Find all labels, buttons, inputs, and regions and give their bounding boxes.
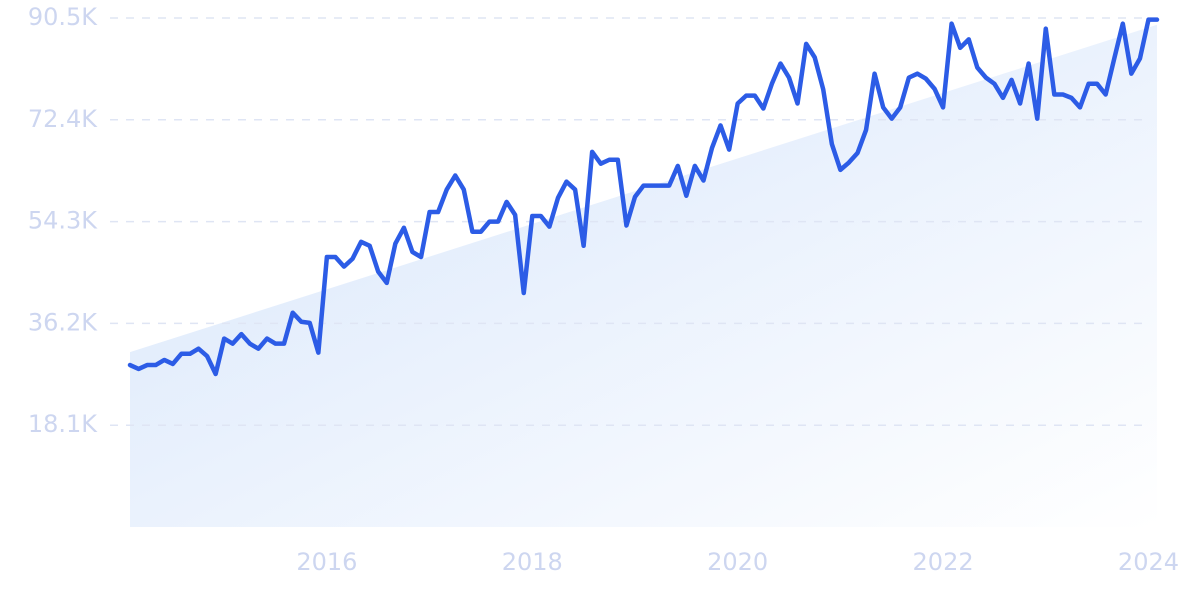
y-tick-label: 90.5K (28, 3, 98, 31)
x-tick-label: 2018 (502, 548, 563, 576)
line (127, 17, 1160, 377)
x-tick-label: 2022 (913, 548, 974, 576)
trend-area (130, 24, 1157, 527)
x-tick-label: 2020 (707, 548, 768, 576)
y-tick-label: 54.3K (28, 207, 98, 235)
x-tick-label: 2016 (296, 548, 357, 576)
y-tick-label: 36.2K (28, 308, 98, 336)
x-tick-label: 2024 (1118, 548, 1179, 576)
y-tick-label: 18.1K (28, 410, 98, 438)
y-tick-label: 72.4K (28, 105, 98, 133)
